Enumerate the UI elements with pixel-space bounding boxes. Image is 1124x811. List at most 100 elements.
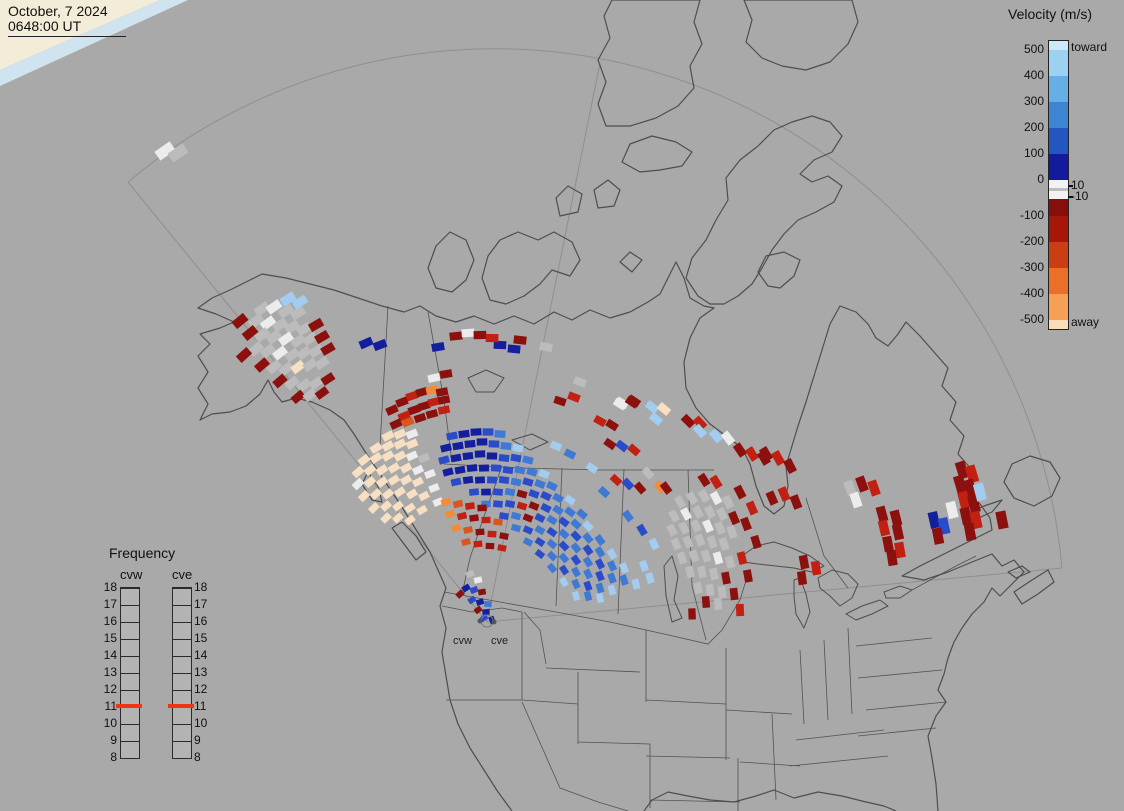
radar-cell	[295, 321, 313, 337]
vel-seg-n100-200	[1049, 216, 1068, 242]
vel-seg-p200-100	[1049, 128, 1068, 154]
radar-cell	[497, 544, 507, 552]
radar-cell	[427, 372, 441, 383]
radar-cell	[450, 477, 462, 487]
radar-cell	[740, 516, 752, 532]
radar-cell	[428, 482, 440, 493]
radar-cell	[473, 576, 483, 584]
radar-cell	[450, 453, 462, 463]
radar-cell	[567, 391, 581, 403]
radar-cell	[475, 528, 485, 536]
radar-cell	[493, 340, 507, 350]
radar-cell	[648, 537, 660, 551]
radar-cell	[369, 441, 383, 455]
radar-cell	[534, 524, 546, 536]
radar-cell	[810, 560, 822, 576]
radar-cell	[549, 440, 563, 452]
freq-tickline	[121, 639, 139, 640]
radar-cell	[469, 585, 479, 595]
radar-cell	[540, 502, 552, 514]
radar-cell	[702, 519, 714, 533]
radar-cell	[357, 453, 371, 467]
radar-cell	[621, 509, 634, 523]
radar-cell	[659, 481, 673, 495]
radar-cell	[417, 452, 431, 464]
radar-cell	[464, 439, 476, 448]
freq-tickline	[121, 588, 139, 589]
radar-cell	[513, 335, 527, 345]
island-devon	[621, 135, 693, 173]
freq-active-mark-cvw	[116, 704, 142, 708]
radar-cell	[720, 430, 736, 446]
radar-cell	[583, 590, 593, 602]
radar-cell	[259, 343, 277, 359]
radar-cell	[771, 449, 786, 467]
radar-cell	[502, 465, 514, 475]
radar-cell	[387, 462, 401, 474]
radar-cell	[363, 463, 377, 477]
radar-cell	[697, 565, 707, 579]
radar-cell	[452, 441, 464, 451]
radar-cell	[369, 487, 383, 501]
velocity-colorbar	[1048, 40, 1069, 330]
radar-cell	[456, 511, 468, 521]
radar-cell	[381, 488, 395, 500]
freq-num-cvw-15: 15	[103, 631, 117, 645]
freq-tickline	[121, 690, 139, 691]
radar-cell	[432, 497, 444, 507]
political-borders	[379, 305, 977, 811]
radar-cell	[595, 582, 605, 594]
radar-cell	[314, 356, 330, 371]
radar-cell	[546, 526, 558, 538]
radar-cell	[972, 482, 988, 502]
radar-cell	[701, 595, 711, 609]
radar-cell	[546, 538, 558, 550]
radar-cell	[504, 487, 516, 497]
radar-cell	[558, 516, 570, 528]
radar-cell	[718, 537, 730, 551]
freq-num-cvw-16: 16	[103, 614, 117, 628]
vel-tick--100: -100	[1019, 208, 1044, 222]
radar-cell	[963, 522, 977, 542]
vel-tick-0: 0	[1037, 172, 1044, 186]
vel-tick-100: 100	[1023, 146, 1044, 160]
island-ellesmere	[597, 0, 703, 127]
freq-tickline	[121, 724, 139, 725]
vel-seg-p500-400	[1049, 50, 1068, 76]
freq-num-cvw-11: 11	[104, 699, 117, 713]
radar-cell	[498, 512, 509, 520]
radar-cell	[721, 494, 735, 510]
radar-cell	[512, 443, 524, 453]
freq-tickline	[173, 724, 191, 725]
radar-cell	[418, 490, 430, 502]
radar-cell	[706, 535, 718, 549]
radar-cell	[375, 463, 389, 476]
radar-cell	[545, 480, 558, 492]
cells-mid-arc-sprinkles	[572, 376, 772, 495]
radar-cell	[558, 564, 570, 576]
freq-tickline	[173, 639, 191, 640]
freq-num-cvw-8: 8	[110, 750, 117, 764]
freq-tickline	[173, 758, 191, 759]
island-banks	[427, 231, 475, 293]
freq-num-cve-17: 17	[194, 597, 208, 611]
cells-far-range-dash	[154, 141, 189, 163]
radar-cell	[314, 329, 331, 345]
radar-cell	[467, 595, 477, 605]
radar-cell	[253, 357, 271, 373]
cells-alaska-ground-scatter	[231, 291, 336, 405]
radar-cell	[493, 518, 503, 526]
radar-cell	[290, 389, 306, 405]
radar-cell	[241, 324, 259, 342]
radar-cell	[405, 428, 419, 440]
radar-cell	[606, 548, 618, 560]
freq-tickline	[121, 673, 139, 674]
island-king-william	[619, 251, 643, 273]
radar-cell	[231, 312, 249, 330]
freq-num-cve-18: 18	[194, 580, 208, 594]
radar-cell	[514, 465, 526, 475]
peninsula-nova-scotia	[1013, 569, 1055, 605]
radar-cell	[726, 524, 738, 540]
radar-cell	[391, 500, 404, 512]
freq-tickline	[121, 758, 139, 759]
